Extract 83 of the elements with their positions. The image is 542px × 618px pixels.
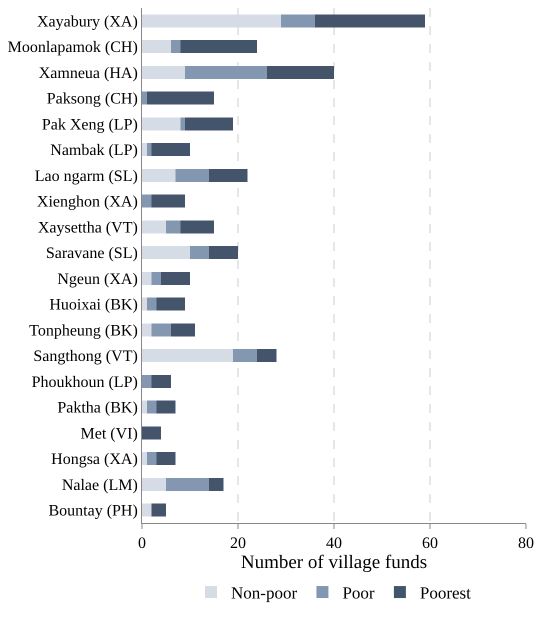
bar xyxy=(146,143,152,156)
bar xyxy=(142,66,186,79)
bar xyxy=(142,117,180,130)
y-tick-label: Nambak (LP) xyxy=(50,142,138,160)
bar xyxy=(166,478,210,491)
x-tick-label: 0 xyxy=(138,535,146,552)
y-tick-label: Sangthong (VT) xyxy=(33,348,138,366)
x-tick-label: 80 xyxy=(518,535,534,552)
x-tick-label: 20 xyxy=(230,535,246,552)
bar xyxy=(142,246,190,260)
bar xyxy=(142,220,166,234)
bar xyxy=(152,374,171,388)
bar xyxy=(146,452,156,466)
bar xyxy=(142,298,147,311)
y-tick-label: Tonpheung (BK) xyxy=(29,322,138,340)
bar xyxy=(146,92,214,105)
bar xyxy=(142,92,147,105)
y-tick-label: Hongsa (XA) xyxy=(51,451,138,468)
bar xyxy=(152,194,186,208)
bar xyxy=(142,426,162,440)
bar xyxy=(190,246,210,260)
y-tick-label: Ngeun (XA) xyxy=(57,270,138,288)
bar xyxy=(209,168,248,182)
y-tick-label: Phoukhoun (LP) xyxy=(32,374,138,391)
bar xyxy=(281,14,315,28)
bar xyxy=(142,40,171,54)
bar xyxy=(209,246,238,260)
y-tick-label: Huoixai (BK) xyxy=(49,296,138,314)
bar xyxy=(142,272,152,285)
bar xyxy=(161,272,190,285)
y-tick-label: Paksong (CH) xyxy=(46,90,138,108)
bar xyxy=(185,66,267,79)
bar xyxy=(146,298,156,311)
bar xyxy=(257,349,276,362)
bar xyxy=(156,400,176,414)
bar xyxy=(142,323,152,336)
legend-label: Poor xyxy=(342,584,375,603)
bar xyxy=(170,323,195,336)
bar xyxy=(142,14,282,28)
bar xyxy=(142,452,147,466)
legend-label: Non-poor xyxy=(231,584,298,603)
bar xyxy=(152,272,162,285)
bar xyxy=(233,349,258,362)
bar xyxy=(152,323,171,336)
y-tick-label: Nalae (LM) xyxy=(62,476,138,494)
bar xyxy=(176,168,210,182)
x-tick-label: 60 xyxy=(422,535,438,552)
bar xyxy=(180,117,186,130)
legend-label: Poorest xyxy=(420,584,472,603)
bar xyxy=(170,40,180,54)
bar xyxy=(142,400,147,414)
x-tick-label: 40 xyxy=(326,535,342,552)
bar xyxy=(152,143,190,156)
bar xyxy=(166,220,180,234)
y-tick-label: Pak Xeng (LP) xyxy=(42,116,138,134)
y-tick-label: Moonlapamok (CH) xyxy=(8,39,138,56)
bar xyxy=(156,452,176,466)
x-axis-title: Number of village funds xyxy=(240,552,428,574)
y-tick-label: Paktha (BK) xyxy=(57,400,138,417)
bar xyxy=(142,504,152,517)
y-tick-label: Bountay (PH) xyxy=(48,502,138,520)
bar xyxy=(180,40,258,54)
bar xyxy=(180,220,214,234)
bar xyxy=(142,194,152,208)
bar xyxy=(185,117,234,130)
bar xyxy=(266,66,334,79)
bar xyxy=(142,374,152,388)
bar xyxy=(142,478,166,491)
y-tick-label: Met (VI) xyxy=(80,425,138,442)
bar xyxy=(142,143,147,156)
y-tick-label: Xayabury (XA) xyxy=(36,13,138,30)
y-tick-label: Xamneua (HA) xyxy=(38,64,138,82)
y-tick-label: Xienghon (XA) xyxy=(36,194,138,211)
y-tick-label: Saravane (SL) xyxy=(46,245,138,262)
bar xyxy=(146,400,156,414)
y-tick-label: Lao ngarm (SL) xyxy=(34,168,138,185)
bar xyxy=(152,504,166,517)
bar xyxy=(156,298,186,311)
bar xyxy=(209,478,224,491)
bar xyxy=(142,168,176,182)
y-tick-label: Xaysettha (VT) xyxy=(38,219,138,236)
bar xyxy=(314,14,426,28)
bar xyxy=(142,349,234,362)
